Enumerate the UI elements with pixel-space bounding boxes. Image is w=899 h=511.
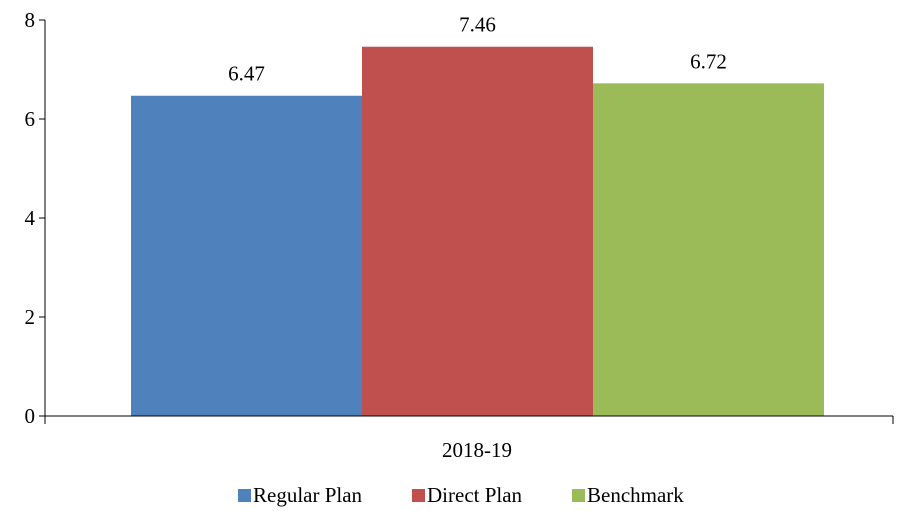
y-tick-label: 6 <box>25 107 36 131</box>
data-label: 6.72 <box>690 49 727 73</box>
legend-swatch-direct-plan <box>412 489 425 502</box>
legend-label: Benchmark <box>587 483 684 507</box>
legend-label: Direct Plan <box>427 483 523 507</box>
y-tick-label: 4 <box>25 206 36 230</box>
bar-benchmark <box>593 83 824 417</box>
data-label: 6.47 <box>228 62 265 86</box>
y-tick-label: 8 <box>25 8 36 32</box>
legend-swatch-regular-plan <box>238 489 251 502</box>
y-tick-label: 2 <box>25 305 36 329</box>
bar-direct-plan <box>362 46 593 416</box>
bar-regular-plan <box>131 95 362 417</box>
data-label: 7.46 <box>459 13 496 37</box>
legend-swatch-benchmark <box>572 489 585 502</box>
x-tick-label: 2018-19 <box>442 438 512 462</box>
plot-area: 6.47 7.46 6.72 0 2 4 6 8 2018-19 <box>25 8 894 462</box>
y-tick-label: 0 <box>25 404 36 428</box>
legend: Regular Plan Direct Plan Benchmark <box>238 483 684 507</box>
legend-label: Regular Plan <box>253 483 363 507</box>
